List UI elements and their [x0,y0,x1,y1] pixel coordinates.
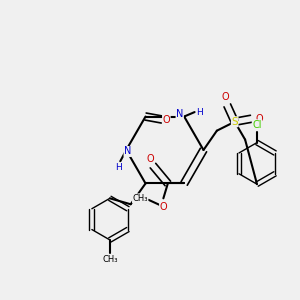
Text: H: H [116,163,122,172]
Text: CH₃: CH₃ [102,255,118,264]
Text: O: O [146,154,154,164]
Text: N: N [176,109,183,119]
Text: H: H [196,108,203,117]
Text: O: O [163,115,170,124]
Text: CH₃: CH₃ [132,194,148,203]
Text: O: O [222,92,230,102]
Text: O: O [255,114,263,124]
Text: Cl: Cl [252,120,262,130]
Text: S: S [231,117,238,127]
Text: N: N [124,146,131,157]
Text: O: O [160,202,167,212]
